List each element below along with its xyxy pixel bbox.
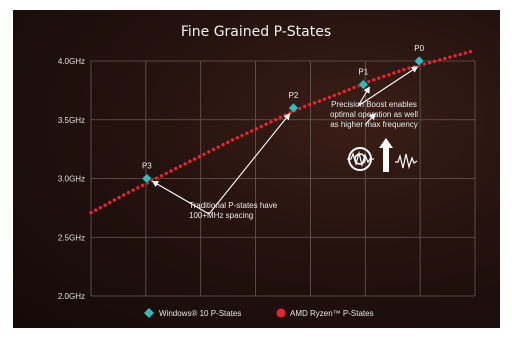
y-tick-label: 4.0GHz: [58, 57, 85, 66]
slide: Fine Grained P-States 4.0GHz 3.5GHz 3.0GHz…: [13, 10, 500, 328]
arrow-to-curve-top: [364, 113, 376, 126]
arrow-to-p0: [357, 66, 419, 107]
annotation-text: Precision Boost enables: [331, 100, 417, 109]
y-axis-ticks: 4.0GHz 3.5GHz 3.0GHz 2.5GHz 2.0GHz: [58, 57, 85, 301]
y-tick-label: 3.0GHz: [58, 175, 85, 184]
frequency-arrow-icon: [379, 138, 418, 172]
amd-ryzen-p-states-line: [89, 48, 477, 215]
annotation-text: 100+MHz spacing: [189, 211, 253, 220]
y-tick-label: 2.5GHz: [58, 233, 85, 242]
p-state-label: P3: [142, 162, 152, 171]
windows-p-state-marker: [413, 55, 425, 67]
arrow-to-p2: [208, 112, 291, 215]
arrow-to-p3: [151, 180, 210, 215]
p-state-label: P1: [358, 68, 368, 77]
grid: [90, 60, 476, 297]
y-tick-label: 2.0GHz: [58, 292, 85, 301]
p-state-label: P0: [414, 44, 424, 53]
chart-title: Fine Grained P-States: [181, 24, 331, 40]
windows-p-state-marker: [141, 173, 153, 184]
precision-boost-target-icon: [347, 147, 374, 171]
legend-windows-label: Windows® 10 P-States: [159, 309, 241, 318]
annotation-arrows: [151, 66, 419, 215]
windows-p-state-marker: [288, 102, 299, 114]
annotation-text: as higher max frequency: [330, 120, 418, 129]
legend: Windows® 10 P-States AMD Ryzen™ P-States: [144, 308, 374, 318]
windows-p-state-marker: [357, 79, 369, 90]
series-layer: P3 P2 P1 P0: [89, 44, 477, 215]
legend-amd-marker: [276, 308, 286, 318]
annotation-text: Traditional P-states have: [189, 201, 278, 210]
y-tick-label: 3.5GHz: [58, 116, 85, 125]
legend-windows-marker: [144, 308, 154, 318]
p-state-label: P2: [289, 91, 299, 100]
arrow-to-p1: [357, 86, 370, 107]
p-states-chart: Fine Grained P-States 4.0GHz 3.5GHz 3.0GHz…: [58, 24, 477, 318]
annotation-text: optimal operation as well: [330, 110, 418, 119]
legend-amd-label: AMD Ryzen™ P-States: [290, 309, 374, 318]
